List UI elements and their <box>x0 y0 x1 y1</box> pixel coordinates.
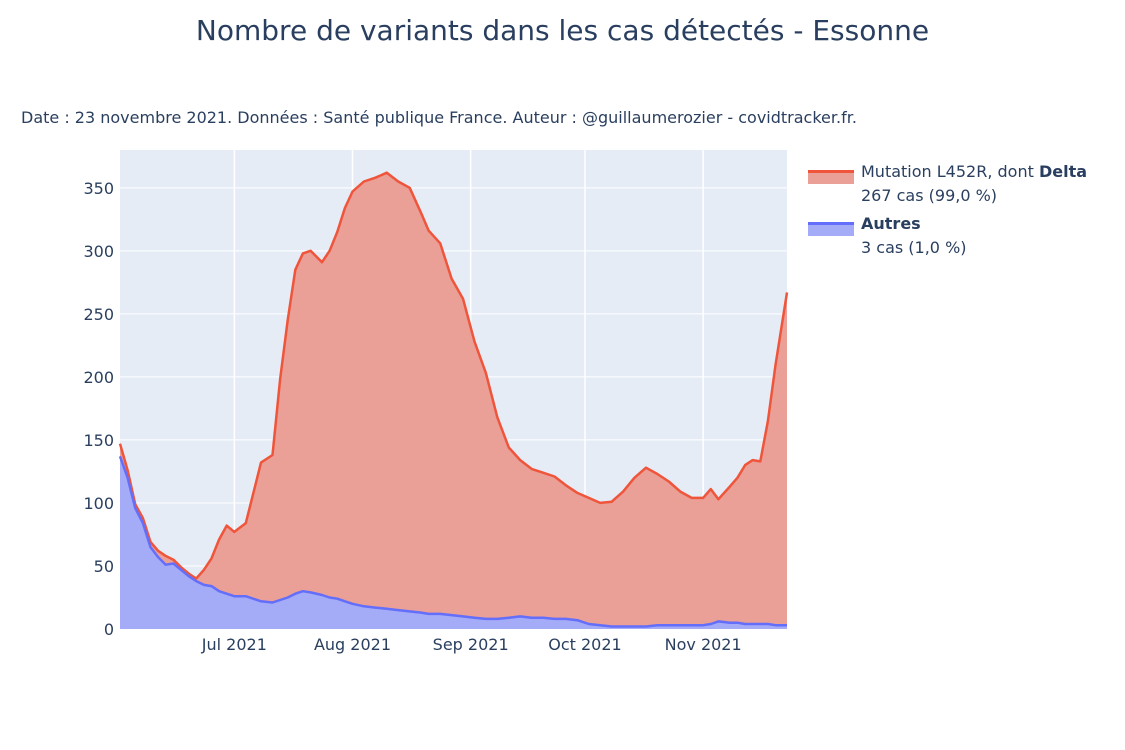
area-fill-delta <box>120 172 787 629</box>
series-line-delta[interactable] <box>118 171 789 580</box>
x-tick-label: Nov 2021 <box>665 635 742 654</box>
y-tick-label: 50 <box>94 557 114 576</box>
area-layer <box>118 171 789 629</box>
legend-name-bold: Delta <box>1038 162 1088 181</box>
y-tick-label: 200 <box>83 368 114 387</box>
legend-swatch-delta <box>808 170 854 184</box>
legend-detail-autres: 3 cas (1,0 %) <box>861 238 967 257</box>
y-tick-label: 100 <box>83 494 114 513</box>
x-tick-label: Aug 2021 <box>314 635 391 654</box>
y-tick-label: 300 <box>83 242 114 261</box>
chart-title: Nombre de variants dans les cas détectés… <box>195 14 930 47</box>
y-tick-label: 250 <box>83 305 114 324</box>
axis-layer: 0 50 100 150 200 250 300 350 Jul 2021 Aug 2021 Sep… <box>83 179 741 654</box>
x-tick-label: Sep 2021 <box>433 635 509 654</box>
y-tick-label: 0 <box>104 620 114 639</box>
chart-subtitle: Date : 23 novembre 2021. Données : Santé… <box>21 108 857 127</box>
x-tick-label: Jul 2021 <box>201 635 267 654</box>
y-tick-label: 350 <box>83 179 114 198</box>
legend-label-delta: Mutation L452R, dont Delta 267 cas (99,0… <box>861 160 1087 208</box>
series-line-autres[interactable] <box>118 455 787 628</box>
legend-detail-delta: 267 cas (99,0 %) <box>861 186 998 205</box>
legend-label-autres: Autres 3 cas (1,0 %) <box>861 212 967 260</box>
legend-name-autres: Autres <box>861 214 921 233</box>
y-tick-label: 150 <box>83 431 114 450</box>
x-tick-label: Oct 2021 <box>548 635 621 654</box>
area-fill-autres <box>120 456 787 629</box>
legend-swatch-autres <box>808 222 854 236</box>
legend-name-prefix: Mutation L452R, dont <box>861 162 1039 181</box>
